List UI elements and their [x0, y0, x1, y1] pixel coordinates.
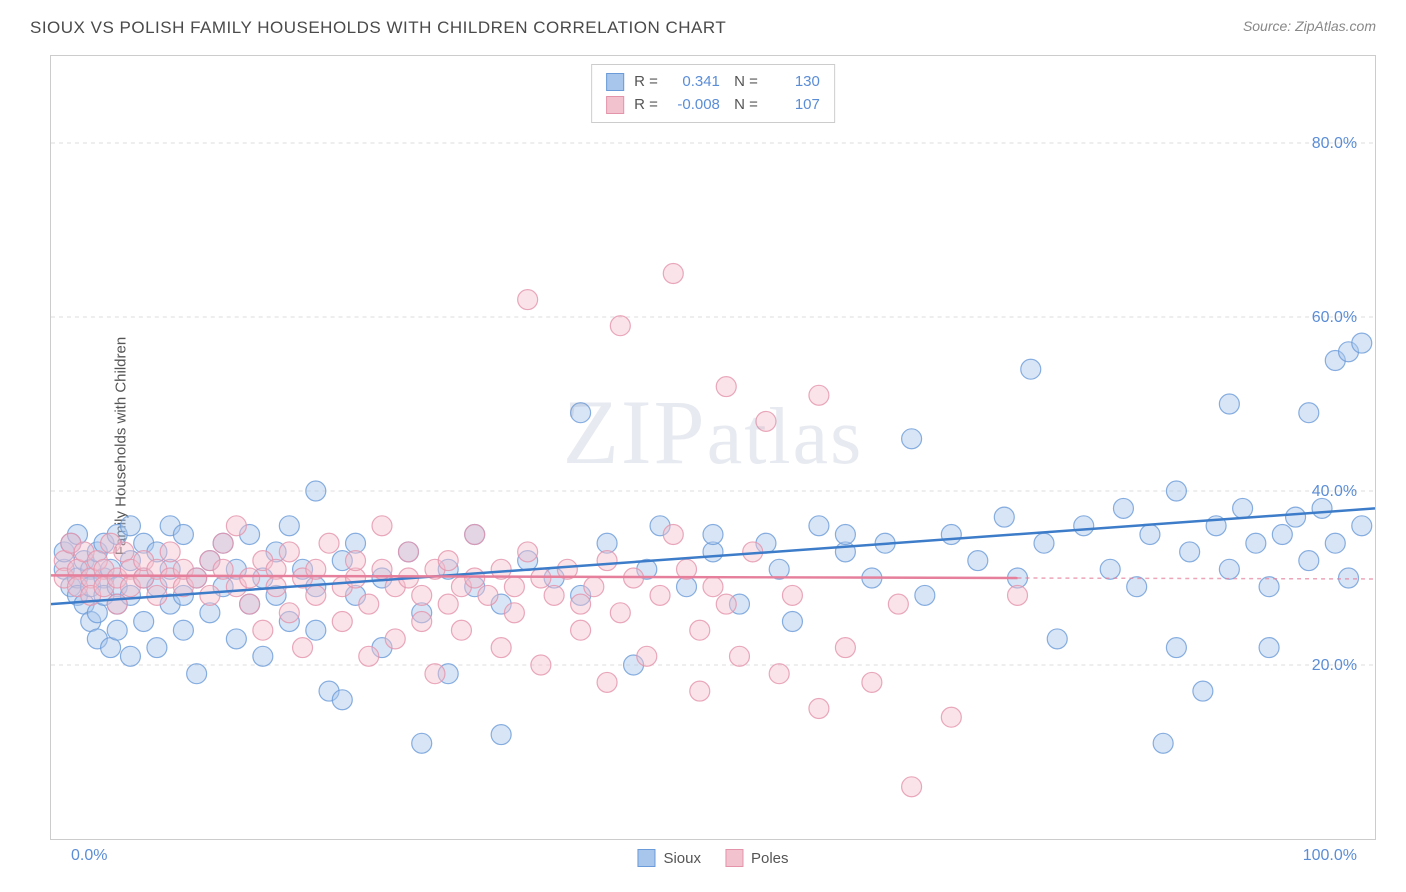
legend-r-value: -0.008	[668, 94, 720, 117]
series-legend-item: Poles	[725, 849, 789, 867]
legend-r-label: R =	[634, 71, 658, 94]
series-legend: Sioux Poles	[637, 849, 788, 867]
legend-n-label: N =	[730, 94, 758, 117]
legend-r-value: 0.341	[668, 71, 720, 94]
series-legend-label: Poles	[751, 850, 789, 867]
page-title: SIOUX VS POLISH FAMILY HOUSEHOLDS WITH C…	[30, 18, 726, 38]
series-legend-label: Sioux	[663, 850, 701, 867]
svg-text:80.0%: 80.0%	[1312, 135, 1357, 152]
correlation-legend: R = 0.341 N = 130 R = -0.008 N = 107	[591, 64, 835, 123]
series-legend-item: Sioux	[637, 849, 701, 867]
legend-swatch	[637, 849, 655, 867]
legend-swatch	[606, 73, 624, 91]
source-attribution: Source: ZipAtlas.com	[1243, 18, 1376, 34]
legend-r-label: R =	[634, 94, 658, 117]
svg-text:60.0%: 60.0%	[1312, 309, 1357, 326]
x-axis-tick-min: 0.0%	[71, 847, 107, 865]
scatter-plot-svg: 20.0% 40.0% 60.0% 80.0%	[51, 56, 1375, 839]
legend-row: R = -0.008 N = 107	[606, 94, 820, 117]
legend-swatch	[725, 849, 743, 867]
legend-n-label: N =	[730, 71, 758, 94]
legend-n-value: 107	[768, 94, 820, 117]
legend-row: R = 0.341 N = 130	[606, 71, 820, 94]
legend-swatch	[606, 96, 624, 114]
x-axis-tick-max: 100.0%	[1303, 847, 1357, 865]
svg-text:40.0%: 40.0%	[1312, 483, 1357, 500]
correlation-chart: 20.0%40.0%60.0%80.0% ZIPatlas R = 0.341 …	[50, 55, 1376, 840]
svg-text:20.0%: 20.0%	[1312, 657, 1357, 674]
legend-n-value: 130	[768, 71, 820, 94]
